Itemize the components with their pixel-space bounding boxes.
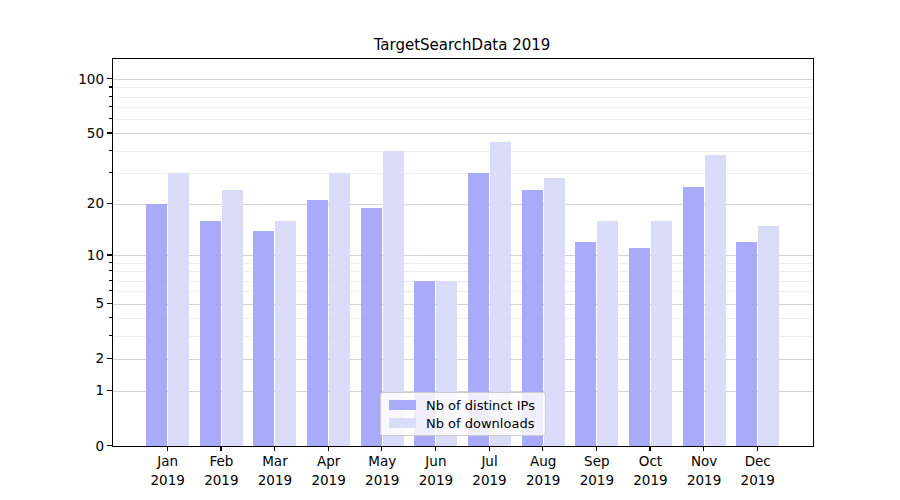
minor-gridline xyxy=(113,87,813,88)
legend-label-distinct-ips: Nb of distinct IPs xyxy=(426,398,535,413)
x-tick xyxy=(703,446,704,451)
y-tick-label: 0 xyxy=(64,438,104,454)
y-major-tick xyxy=(107,78,112,79)
x-tick xyxy=(274,446,275,451)
x-tick xyxy=(757,446,758,451)
y-major-tick xyxy=(107,132,112,133)
y-major-tick xyxy=(107,303,112,304)
bar-distinct-ips xyxy=(146,204,167,446)
bar-distinct-ips xyxy=(629,248,650,446)
x-tick-label: Dec 2019 xyxy=(730,452,786,490)
legend-swatch-downloads xyxy=(389,418,416,428)
y-major-tick xyxy=(107,358,112,359)
y-minor-tick xyxy=(109,335,112,336)
x-tick-label: May 2019 xyxy=(354,452,410,490)
y-minor-tick xyxy=(109,106,112,107)
x-tick-label: Jun 2019 xyxy=(408,452,464,490)
x-tick xyxy=(489,446,490,451)
x-tick-label: Aug 2019 xyxy=(515,452,571,490)
minor-gridline xyxy=(113,107,813,108)
minor-gridline xyxy=(113,151,813,152)
plot-area xyxy=(112,58,814,447)
bar-distinct-ips xyxy=(253,231,274,446)
x-tick xyxy=(596,446,597,451)
x-tick-label: Nov 2019 xyxy=(676,452,732,490)
minor-gridline xyxy=(113,119,813,120)
x-tick-label: Oct 2019 xyxy=(622,452,678,490)
bar-downloads xyxy=(168,173,189,446)
y-tick-label: 10 xyxy=(64,247,104,263)
legend-row: Nb of downloads xyxy=(381,416,545,431)
legend: Nb of distinct IPs Nb of downloads xyxy=(380,392,546,436)
bar-distinct-ips xyxy=(683,187,704,446)
bar-distinct-ips xyxy=(575,242,596,446)
y-major-tick xyxy=(107,203,112,204)
y-minor-tick xyxy=(109,290,112,291)
major-gridline xyxy=(113,133,813,134)
y-tick-label: 20 xyxy=(64,195,104,211)
bar-downloads xyxy=(329,173,350,446)
legend-row: Nb of distinct IPs xyxy=(381,398,545,413)
x-tick-label: Feb 2019 xyxy=(193,452,249,490)
x-tick-label: Jul 2019 xyxy=(462,452,518,490)
y-tick-label: 50 xyxy=(64,125,104,141)
y-major-tick xyxy=(107,254,112,255)
bar-downloads xyxy=(544,178,565,446)
y-tick-label: 100 xyxy=(64,71,104,87)
bar-downloads xyxy=(222,190,243,446)
minor-gridline xyxy=(113,97,813,98)
x-tick-label: Apr 2019 xyxy=(301,452,357,490)
y-tick-label: 1 xyxy=(64,382,104,398)
x-tick-label: Mar 2019 xyxy=(247,452,303,490)
chart-title: TargetSearchData 2019 xyxy=(112,36,812,54)
x-tick-label: Sep 2019 xyxy=(569,452,625,490)
bar-distinct-ips xyxy=(307,200,328,446)
legend-swatch-distinct-ips xyxy=(389,400,416,410)
x-tick xyxy=(328,446,329,451)
y-minor-tick xyxy=(109,150,112,151)
y-major-tick xyxy=(107,390,112,391)
figure: TargetSearchData 2019 1005020105210Jan 2… xyxy=(0,0,900,500)
y-minor-tick xyxy=(109,317,112,318)
x-tick xyxy=(381,446,382,451)
bar-downloads xyxy=(758,226,779,446)
y-tick-label: 5 xyxy=(64,295,104,311)
x-tick xyxy=(649,446,650,451)
y-minor-tick xyxy=(109,96,112,97)
x-tick xyxy=(167,446,168,451)
y-minor-tick xyxy=(109,172,112,173)
bar-distinct-ips xyxy=(200,221,221,446)
x-tick xyxy=(542,446,543,451)
bar-distinct-ips xyxy=(361,208,382,446)
y-tick-label: 2 xyxy=(64,350,104,366)
y-minor-tick xyxy=(109,280,112,281)
bar-downloads xyxy=(597,221,618,446)
x-tick xyxy=(220,446,221,451)
bar-downloads xyxy=(275,221,296,446)
y-minor-tick xyxy=(109,118,112,119)
x-tick xyxy=(435,446,436,451)
y-minor-tick xyxy=(109,86,112,87)
bar-downloads xyxy=(651,221,672,446)
y-minor-tick xyxy=(109,270,112,271)
bar-downloads xyxy=(705,155,726,446)
y-major-tick xyxy=(107,445,112,446)
major-gridline xyxy=(113,79,813,80)
x-tick-label: Jan 2019 xyxy=(140,452,196,490)
bar-distinct-ips xyxy=(736,242,757,446)
legend-label-downloads: Nb of downloads xyxy=(426,416,534,431)
y-minor-tick xyxy=(109,262,112,263)
